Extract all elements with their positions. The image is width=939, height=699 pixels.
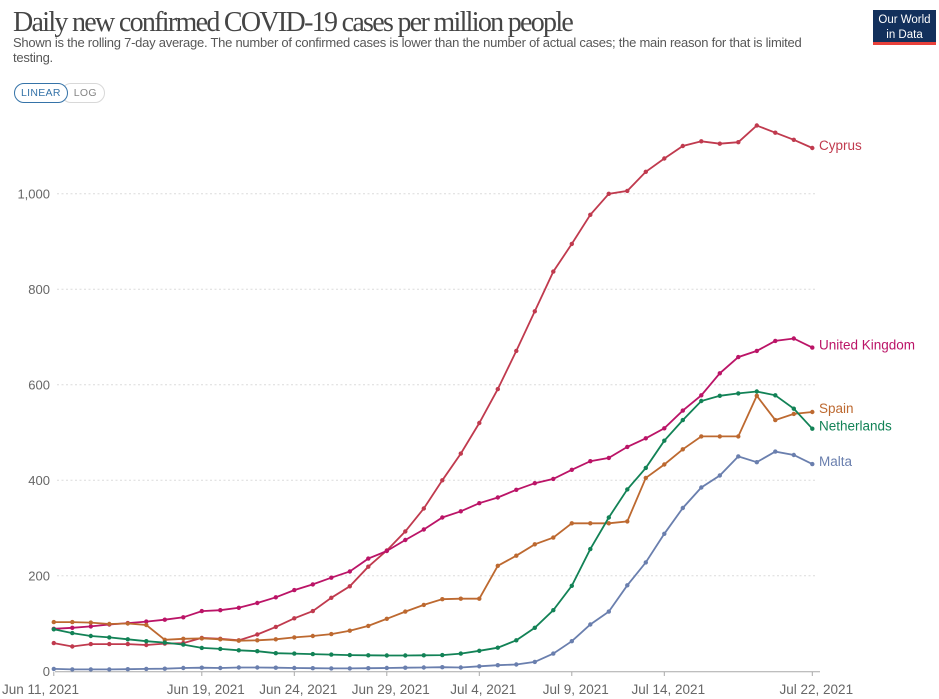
svg-text:600: 600	[28, 377, 50, 392]
svg-text:Cyprus: Cyprus	[819, 138, 862, 153]
svg-text:1,000: 1,000	[17, 186, 50, 201]
svg-text:800: 800	[28, 282, 50, 297]
svg-text:Jul 9, 2021: Jul 9, 2021	[543, 682, 609, 697]
svg-text:United Kingdom: United Kingdom	[819, 338, 915, 353]
svg-text:200: 200	[28, 568, 50, 583]
svg-text:Netherlands: Netherlands	[819, 419, 892, 434]
svg-text:Jun 11, 2021: Jun 11, 2021	[2, 682, 79, 697]
svg-text:Malta: Malta	[819, 454, 853, 469]
svg-text:Jun 19, 2021: Jun 19, 2021	[167, 682, 245, 697]
svg-text:Spain: Spain	[819, 401, 854, 416]
svg-text:Jun 29, 2021: Jun 29, 2021	[352, 682, 430, 697]
svg-text:Jul 14, 2021: Jul 14, 2021	[632, 682, 706, 697]
svg-text:Jul 4, 2021: Jul 4, 2021	[450, 682, 516, 697]
svg-text:400: 400	[28, 473, 50, 488]
svg-text:Jul 22, 2021: Jul 22, 2021	[780, 682, 854, 697]
svg-text:0: 0	[43, 664, 50, 679]
svg-text:Jun 24, 2021: Jun 24, 2021	[259, 682, 337, 697]
